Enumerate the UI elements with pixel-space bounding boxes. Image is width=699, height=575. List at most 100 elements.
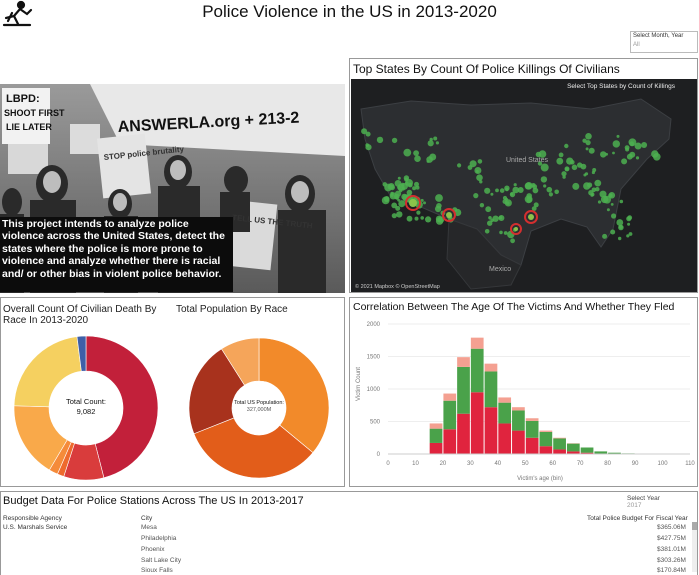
table-scrollbar[interactable] <box>692 522 697 572</box>
map-point-81[interactable] <box>502 195 508 201</box>
map-point-108[interactable] <box>561 171 567 177</box>
column-header-budget[interactable]: Total Police Budget For Fiscal Year <box>587 515 688 522</box>
map-point-193[interactable] <box>426 160 430 163</box>
map-point-80[interactable] <box>504 199 512 207</box>
map-point-114[interactable] <box>606 208 610 212</box>
hist-bar-s2-8[interactable] <box>539 430 553 432</box>
map-highlight-core-3[interactable] <box>514 227 518 231</box>
map-point-117[interactable] <box>619 199 624 204</box>
map-point-90[interactable] <box>548 192 553 197</box>
map-point-142[interactable] <box>651 150 659 158</box>
hist-bar-s2-9[interactable] <box>553 437 566 439</box>
map-highlight-3[interactable] <box>510 223 522 235</box>
map-point-136[interactable] <box>627 222 631 226</box>
map-point-179[interactable] <box>487 220 493 226</box>
map-point-89[interactable] <box>526 196 533 203</box>
map-point-175[interactable] <box>479 180 483 184</box>
map-point-143[interactable] <box>634 142 642 150</box>
map-point-51[interactable] <box>401 193 408 200</box>
map-point-93[interactable] <box>532 187 539 194</box>
hist-bar-s1-8[interactable] <box>539 431 553 447</box>
map-point-45[interactable] <box>395 205 401 211</box>
map-point-92[interactable] <box>554 189 559 195</box>
map-point-46[interactable] <box>391 213 397 219</box>
table-scrollbar-thumb[interactable] <box>692 522 697 530</box>
map-point-102[interactable] <box>572 182 580 190</box>
map-point-119[interactable] <box>595 187 600 192</box>
hist-bar-s1-0[interactable] <box>429 428 443 443</box>
map-point-161[interactable] <box>605 152 608 156</box>
hist-bar-s2-4[interactable] <box>484 363 498 372</box>
hist-bar-s1-6[interactable] <box>512 410 525 431</box>
map-point-67[interactable] <box>490 192 494 196</box>
map-point-196[interactable] <box>427 140 434 147</box>
map-point-170[interactable] <box>477 159 483 164</box>
map-point-147[interactable] <box>625 147 630 152</box>
map-highlight-core-0[interactable] <box>409 199 417 207</box>
hist-bar-s2-6[interactable] <box>512 407 525 411</box>
map-point-182[interactable] <box>484 229 490 234</box>
year-filter-value[interactable]: 2017 <box>627 502 642 509</box>
map-point-197[interactable] <box>433 136 438 141</box>
hist-bar-s2-5[interactable] <box>498 397 512 403</box>
map-point-203[interactable] <box>361 128 368 135</box>
hist-bar-s1-3[interactable] <box>470 348 484 393</box>
map-point-184[interactable] <box>510 238 515 244</box>
race-population-slice-2[interactable] <box>188 348 245 435</box>
map-point-200[interactable] <box>376 136 384 144</box>
hist-bar-s1-2[interactable] <box>457 366 470 414</box>
hist-bar-s1-5[interactable] <box>498 402 512 424</box>
map-select-label[interactable]: Select Top States by Count of Killings <box>567 83 675 90</box>
map-point-96[interactable] <box>543 184 547 188</box>
race-death-slice-6[interactable] <box>76 335 87 372</box>
map-point-153[interactable] <box>612 151 615 155</box>
map-point-160[interactable] <box>612 140 620 148</box>
map-point-70[interactable] <box>479 203 485 208</box>
map-point-34[interactable] <box>423 201 426 205</box>
hist-bar-s0-1[interactable] <box>443 429 457 454</box>
hist-bar-s0-0[interactable] <box>429 442 443 454</box>
map-point-112[interactable] <box>566 157 574 165</box>
map-point-181[interactable] <box>488 216 492 220</box>
map-point-57[interactable] <box>434 205 442 213</box>
hist-bar-s0-7[interactable] <box>525 437 539 454</box>
hist-bar-s1-9[interactable] <box>553 438 566 450</box>
map-point-84[interactable] <box>531 206 537 211</box>
map-point-198[interactable] <box>429 137 433 142</box>
map-point-145[interactable] <box>641 142 648 148</box>
map-point-138[interactable] <box>602 233 608 239</box>
map-point-28[interactable] <box>388 183 395 190</box>
map-point-100[interactable] <box>592 168 597 172</box>
hist-bar-s2-7[interactable] <box>525 418 539 421</box>
map-point-172[interactable] <box>469 160 477 168</box>
race-population-donut[interactable] <box>188 337 330 479</box>
map-point-127[interactable] <box>608 192 616 199</box>
map-point-148[interactable] <box>621 158 628 165</box>
map-point-134[interactable] <box>627 215 633 221</box>
map-point-85[interactable] <box>533 202 539 208</box>
map-point-188[interactable] <box>503 231 508 235</box>
column-header-city[interactable]: City <box>141 515 153 522</box>
map-point-15[interactable] <box>412 186 417 191</box>
map-point-30[interactable] <box>391 202 398 209</box>
map-point-37[interactable] <box>420 198 424 202</box>
map-point-199[interactable] <box>429 153 437 161</box>
map-point-124[interactable] <box>591 192 595 197</box>
map-point-66[interactable] <box>495 188 499 193</box>
hist-bar-s0-11[interactable] <box>580 452 594 454</box>
map-point-152[interactable] <box>585 133 592 140</box>
map-point-123[interactable] <box>591 187 597 193</box>
map-point-157[interactable] <box>585 140 591 146</box>
map-point-128[interactable] <box>616 219 624 226</box>
map-point-105[interactable] <box>571 164 578 171</box>
map-point-180[interactable] <box>492 215 499 222</box>
hist-bar-s1-10[interactable] <box>566 443 580 452</box>
map-highlight-2[interactable] <box>524 210 538 224</box>
map-point-168[interactable] <box>564 143 569 149</box>
map-point-54[interactable] <box>425 216 432 223</box>
map-point-174[interactable] <box>475 170 479 173</box>
hist-bar-s2-2[interactable] <box>457 357 470 367</box>
hist-bar-s1-4[interactable] <box>484 371 498 408</box>
hist-bar-s0-6[interactable] <box>512 430 525 454</box>
map-point-35[interactable] <box>396 211 403 218</box>
